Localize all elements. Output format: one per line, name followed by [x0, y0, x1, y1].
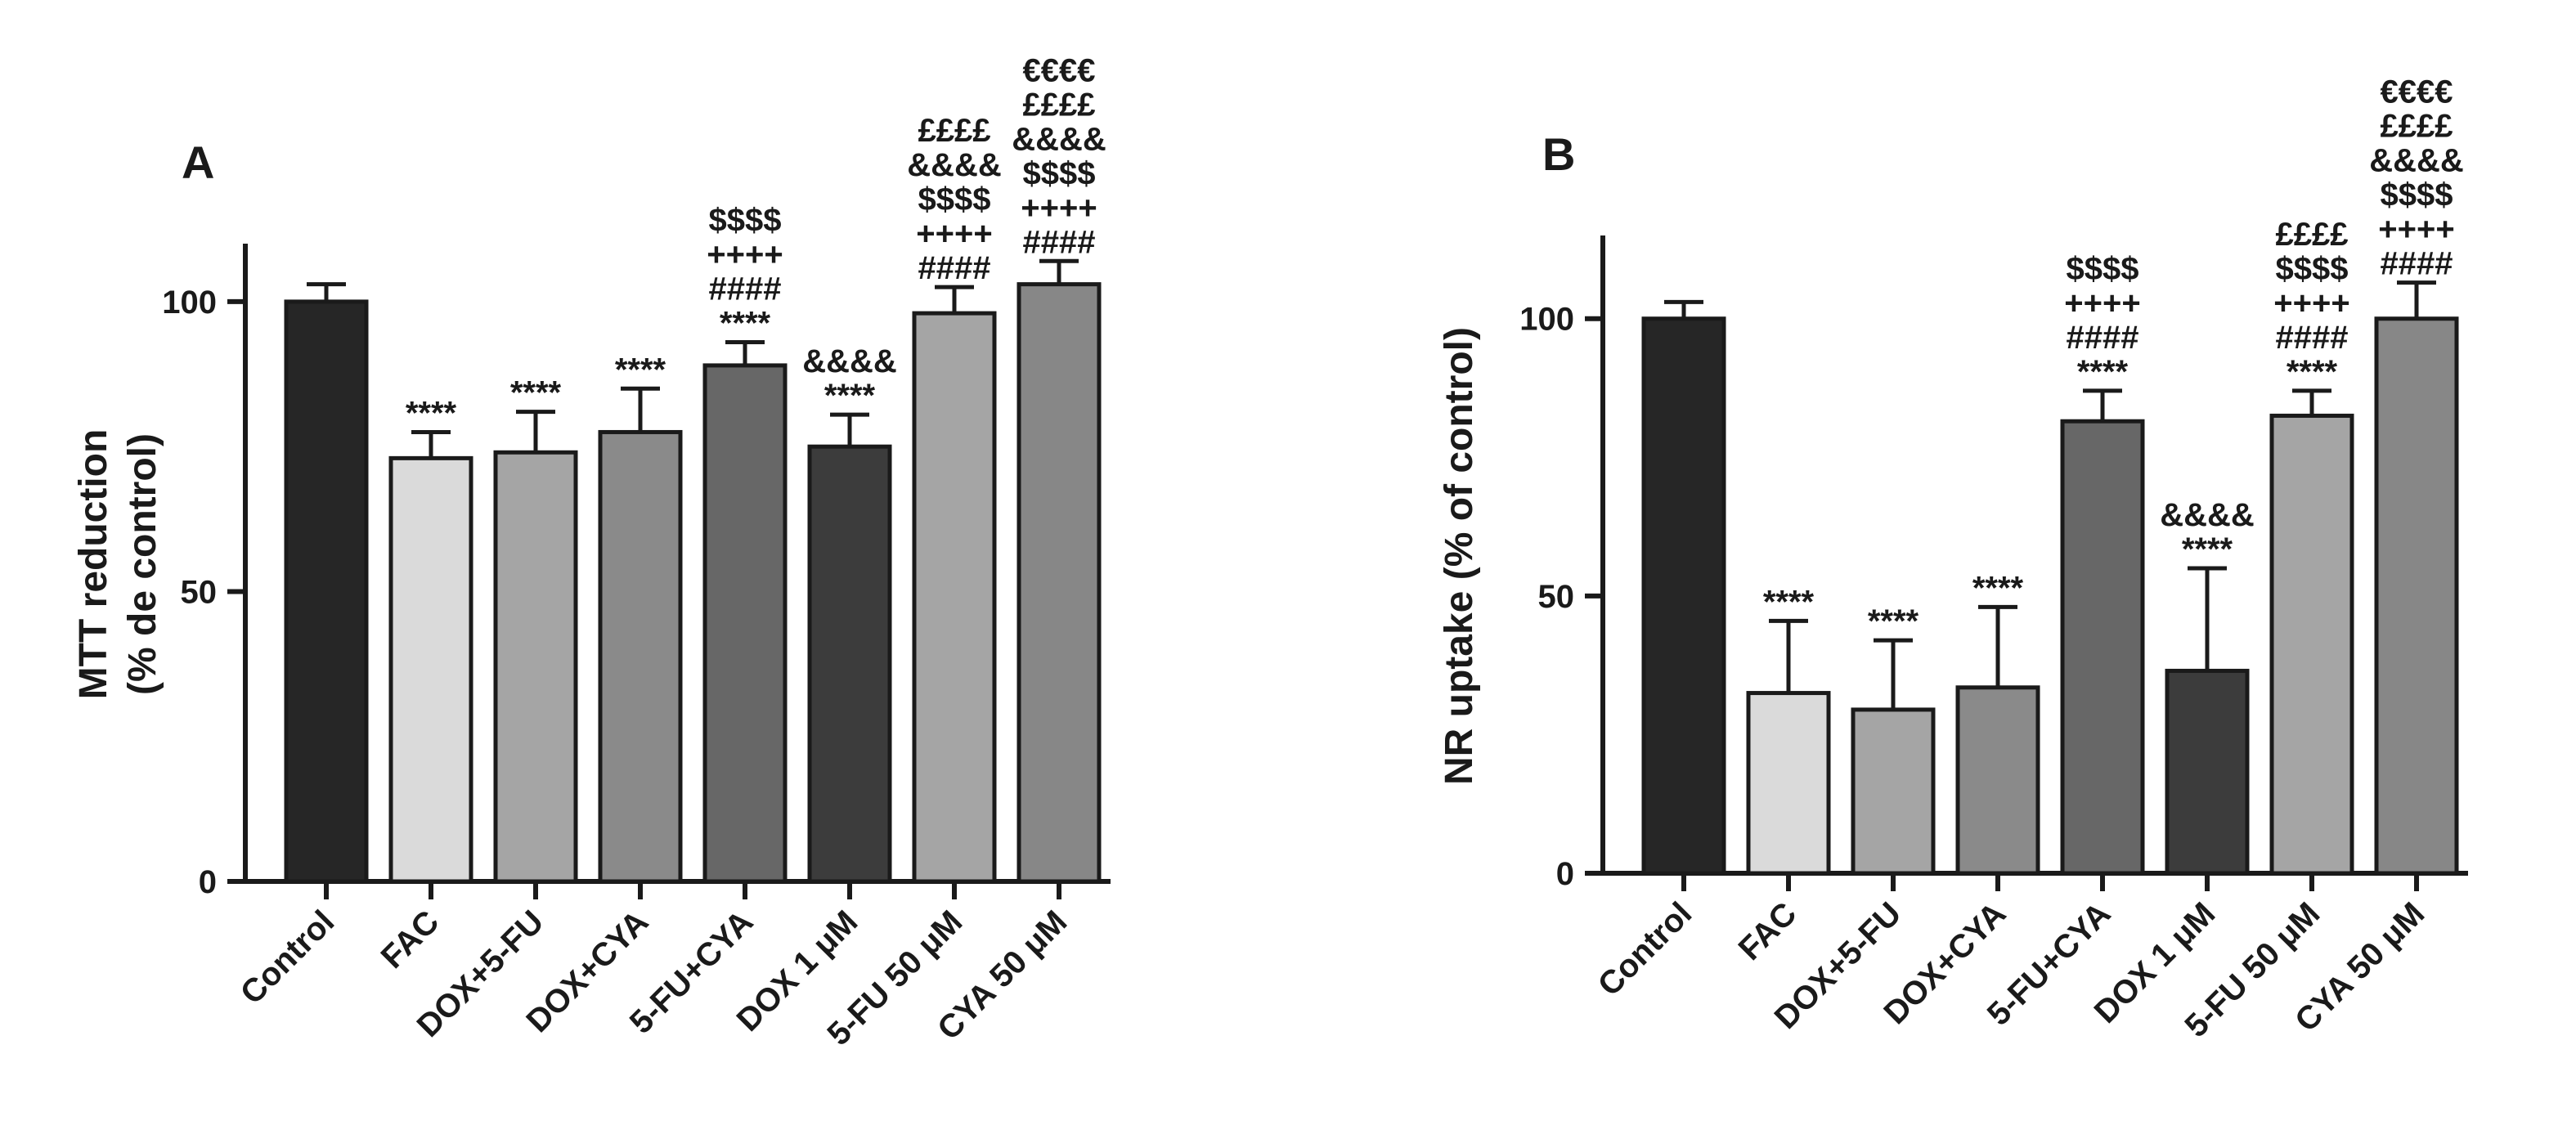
panel-letter: A [182, 137, 214, 188]
significance-label: **** [824, 378, 876, 414]
y-tick-label: 0 [199, 864, 217, 900]
category-label: FAC [375, 904, 447, 975]
significance-label: #### [2276, 320, 2349, 356]
significance-label: €€€€ [2381, 74, 2453, 110]
panel-b: B NR uptake (% of control) 0 50 100 Control **… [1438, 74, 2468, 1044]
bar [598, 429, 683, 884]
significance-label: ++++ [2064, 285, 2140, 321]
significance-label: #### [1023, 224, 1096, 260]
bar [807, 444, 892, 884]
y-tick-label: 50 [1538, 579, 1575, 615]
significance-label: $$$$ [918, 182, 991, 217]
bar [493, 450, 578, 884]
y-tick-label: 100 [162, 285, 217, 321]
significance-label: &&&& [2160, 497, 2255, 533]
significance-label: ++++ [2273, 285, 2349, 321]
y-axis-label-line2: (% de control) [121, 433, 164, 695]
bar [284, 299, 369, 884]
bar [2060, 419, 2145, 876]
significance-label: $$$$ [1023, 155, 1096, 191]
category-label: Control [234, 904, 342, 1011]
significance-label: **** [2182, 531, 2233, 567]
significance-label: **** [1868, 603, 1919, 639]
bar [2165, 668, 2250, 876]
y-tick-label: 100 [1519, 302, 1574, 338]
significance-label: $$$$ [2276, 251, 2349, 287]
significance-label: &&&& [907, 147, 1002, 183]
bar [1641, 316, 1726, 876]
y-tick-label: 0 [1556, 856, 1574, 892]
bar [1851, 707, 1936, 876]
bar [2269, 413, 2354, 876]
y-tick-label: 50 [181, 574, 218, 610]
significance-label: ++++ [2378, 212, 2454, 248]
category-label: FAC [1732, 895, 1804, 967]
category-label: Control [1591, 895, 1699, 1003]
bar [1016, 282, 1102, 884]
significance-label: €€€€ [1023, 52, 1096, 88]
bar [912, 311, 997, 884]
significance-label: **** [615, 352, 666, 388]
significance-label: ++++ [1021, 190, 1097, 226]
significance-label: **** [2287, 354, 2338, 390]
significance-label: $$$$ [709, 203, 782, 239]
significance-label: ££££ [2381, 109, 2453, 145]
bar [1955, 685, 2040, 876]
significance-label: **** [1763, 584, 1815, 620]
significance-label: &&&& [2369, 143, 2464, 179]
significance-label: ++++ [916, 216, 992, 252]
bar [388, 455, 473, 884]
significance-label: #### [918, 250, 991, 286]
significance-label: &&&& [802, 343, 897, 379]
panel-letter: B [1542, 128, 1575, 180]
bar [702, 363, 788, 884]
significance-label: ++++ [707, 237, 783, 273]
significance-label: **** [406, 395, 457, 431]
significance-label: **** [720, 306, 771, 342]
y-axis-label: MTT reduction [72, 429, 115, 700]
significance-label: **** [2077, 354, 2129, 390]
bar [1746, 691, 1831, 876]
panel-a: A MTT reduction (% de control) 0 50 100 Contro… [72, 52, 1111, 1052]
significance-label: #### [2381, 246, 2453, 282]
significance-label: ££££ [918, 113, 991, 149]
significance-label: #### [2067, 320, 2139, 356]
significance-label: **** [1972, 570, 2024, 606]
significance-label: &&&& [1012, 121, 1106, 157]
significance-label: $$$$ [2067, 251, 2139, 287]
bar [2374, 316, 2459, 876]
significance-label: $$$$ [2381, 177, 2453, 213]
y-axis-label: NR uptake (% of control) [1438, 327, 1481, 785]
significance-label: #### [709, 271, 782, 307]
significance-label: ££££ [2276, 217, 2349, 253]
significance-label: **** [510, 375, 562, 411]
significance-label: ££££ [1023, 87, 1096, 123]
